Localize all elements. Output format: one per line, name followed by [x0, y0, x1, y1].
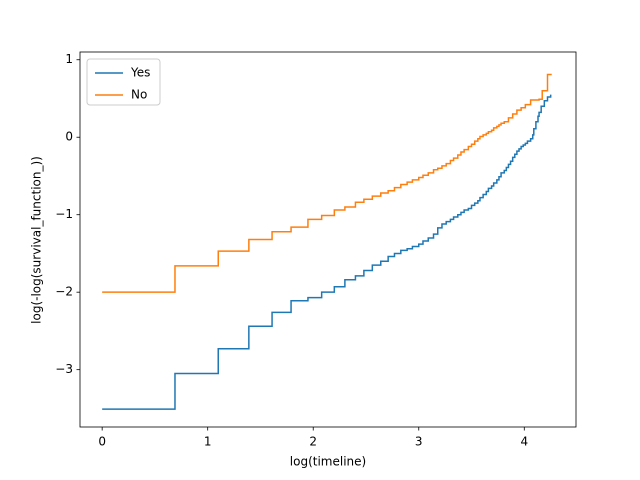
legend-label: Yes [130, 66, 150, 80]
x-tick-label: 3 [415, 435, 423, 449]
y-tick-label: −3 [55, 362, 73, 376]
x-axis-label: log(timeline) [290, 455, 366, 469]
series-line [102, 73, 552, 293]
y-tick-label: −1 [55, 207, 73, 221]
x-tick-label: 0 [98, 435, 106, 449]
legend-label: No [131, 88, 147, 102]
y-tick-label: 1 [65, 52, 73, 66]
series-line [102, 94, 552, 410]
y-tick-label: 0 [65, 130, 73, 144]
y-tick-label: −2 [55, 285, 73, 299]
legend-box [86, 58, 161, 106]
x-tick-label: 1 [204, 435, 212, 449]
y-axis-label: log(-log(survival_function_)) [30, 156, 44, 324]
x-tick-label: 2 [309, 435, 317, 449]
plot-frame [79, 51, 577, 428]
x-tick-label: 4 [520, 435, 528, 449]
